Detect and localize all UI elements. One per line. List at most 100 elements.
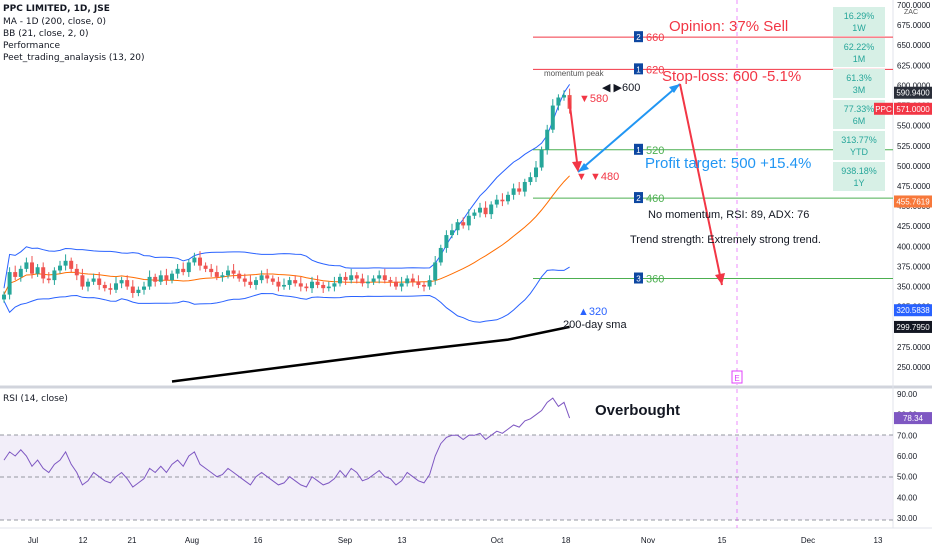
candle[interactable]: [472, 212, 477, 216]
candle[interactable]: [315, 281, 320, 285]
candle[interactable]: [338, 276, 342, 284]
candle[interactable]: [175, 268, 180, 274]
candle[interactable]: [388, 280, 393, 282]
candle[interactable]: [30, 262, 34, 274]
candle[interactable]: [13, 272, 18, 277]
candle[interactable]: [522, 181, 527, 192]
candle[interactable]: [259, 275, 264, 281]
candle[interactable]: [114, 283, 118, 290]
candle[interactable]: [203, 265, 208, 269]
indicator-bb[interactable]: BB (21, close, 2, 0): [3, 29, 89, 39]
candle[interactable]: [354, 275, 359, 279]
candle[interactable]: [366, 281, 370, 284]
stop-arrow[interactable]: [679, 83, 723, 286]
candle[interactable]: [231, 270, 236, 274]
candle[interactable]: [562, 95, 566, 98]
candle[interactable]: [517, 188, 522, 192]
candle[interactable]: [310, 281, 314, 289]
candle[interactable]: [265, 275, 270, 279]
candle[interactable]: [506, 194, 510, 202]
candle[interactable]: [326, 286, 331, 289]
candle[interactable]: [433, 262, 438, 281]
candle[interactable]: [41, 267, 46, 279]
candle[interactable]: [108, 288, 113, 290]
candle[interactable]: [220, 275, 225, 277]
candle[interactable]: [556, 97, 561, 106]
candle[interactable]: [489, 204, 494, 215]
ma200-line[interactable]: [171, 325, 570, 383]
candle[interactable]: [80, 275, 85, 287]
candle[interactable]: [214, 272, 219, 277]
candle[interactable]: [438, 247, 443, 263]
candle[interactable]: [461, 222, 466, 226]
candle[interactable]: [399, 283, 404, 287]
candle[interactable]: [539, 149, 544, 168]
candle[interactable]: [97, 278, 102, 285]
candle[interactable]: [321, 284, 326, 289]
perf-cell-3M[interactable]: [833, 69, 885, 98]
candle[interactable]: [270, 278, 275, 282]
candle[interactable]: [136, 289, 141, 293]
candle[interactable]: [410, 278, 415, 282]
candle[interactable]: [360, 278, 365, 284]
candle[interactable]: [422, 284, 426, 287]
candle[interactable]: [248, 281, 253, 285]
candle[interactable]: [242, 278, 247, 282]
rsi-line[interactable]: [3, 397, 571, 488]
candle[interactable]: [343, 276, 348, 281]
candle[interactable]: [226, 270, 230, 276]
bb-upper[interactable]: [3, 84, 571, 289]
candle[interactable]: [287, 280, 292, 285]
candle[interactable]: [86, 281, 90, 287]
candle[interactable]: [7, 272, 12, 295]
candle[interactable]: [63, 260, 68, 266]
perf-cell-YTD[interactable]: [833, 131, 885, 160]
perf-cell-1Y[interactable]: [833, 162, 885, 191]
candle[interactable]: [427, 280, 432, 287]
profit-arrow[interactable]: [577, 83, 681, 173]
candle[interactable]: [142, 286, 146, 290]
candle[interactable]: [382, 275, 387, 281]
candle[interactable]: [405, 278, 410, 284]
candle[interactable]: [534, 167, 538, 178]
indicator-peet[interactable]: Peet_trading_analaysis (13, 20): [3, 53, 145, 63]
candle[interactable]: [147, 276, 152, 287]
bb-middle[interactable]: [3, 175, 570, 295]
candle[interactable]: [282, 284, 286, 287]
candle[interactable]: [125, 280, 130, 287]
candle[interactable]: [170, 273, 174, 281]
candle[interactable]: [130, 286, 135, 293]
candle[interactable]: [46, 278, 51, 281]
candle[interactable]: [298, 283, 303, 287]
candle[interactable]: [58, 265, 62, 271]
candle[interactable]: [349, 275, 354, 281]
candle[interactable]: [254, 280, 258, 285]
candle[interactable]: [483, 207, 488, 215]
candle[interactable]: [2, 294, 6, 300]
candle[interactable]: [394, 281, 398, 287]
indicator-performance[interactable]: Performance: [3, 41, 61, 51]
candle[interactable]: [91, 278, 96, 282]
event-marker[interactable]: [731, 370, 743, 384]
candle[interactable]: [293, 280, 298, 284]
candle[interactable]: [69, 260, 74, 269]
candle[interactable]: [192, 257, 197, 263]
candle[interactable]: [450, 230, 454, 236]
candle[interactable]: [102, 284, 107, 289]
candle[interactable]: [164, 275, 169, 281]
candle[interactable]: [74, 268, 79, 276]
rsi-title[interactable]: RSI (14, close): [3, 394, 68, 404]
symbol-title[interactable]: PPC LIMITED, 1D, JSE: [3, 4, 110, 14]
candle[interactable]: [209, 268, 214, 273]
price-pane[interactable]: [0, 0, 893, 385]
candle[interactable]: [466, 215, 471, 226]
candle[interactable]: [478, 207, 482, 213]
candle[interactable]: [455, 222, 460, 231]
candle[interactable]: [550, 105, 555, 130]
candle[interactable]: [35, 267, 40, 274]
candle[interactable]: [153, 276, 158, 282]
candle[interactable]: [119, 280, 124, 284]
candle[interactable]: [186, 262, 191, 273]
candle[interactable]: [52, 270, 57, 281]
